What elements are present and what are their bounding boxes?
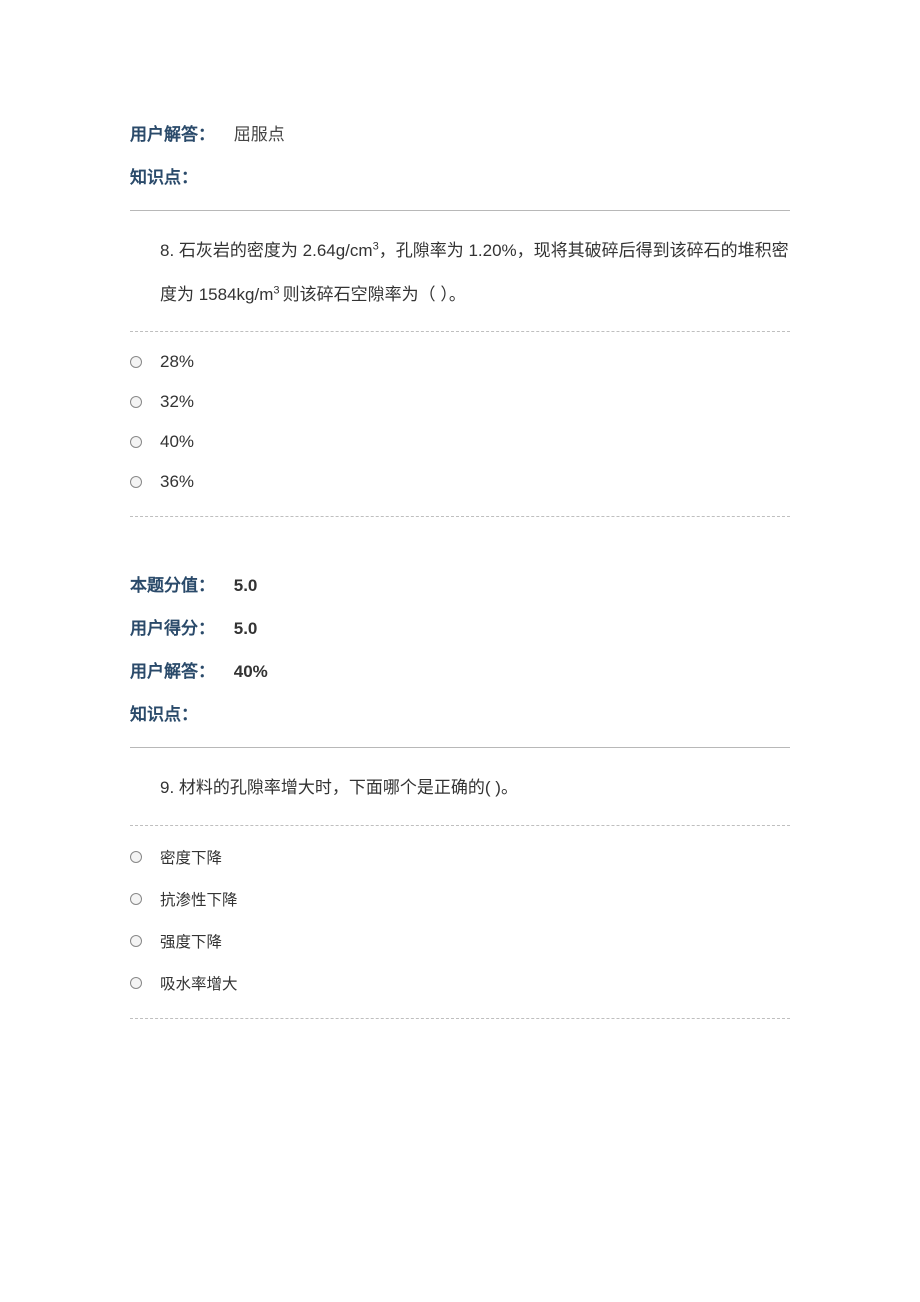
option-label: 32% <box>160 392 194 412</box>
radio-icon[interactable] <box>130 893 142 905</box>
user-answer-label: 用户解答： <box>130 125 215 144</box>
q8-stem-p3: 则该碎石空隙率为（ ）。 <box>283 285 466 304</box>
q8-knowledge-line: 知识点： <box>130 700 790 725</box>
option-label: 40% <box>160 432 194 452</box>
question-9-stem: 9. 材料的孔隙率增大时，下面哪个是正确的( )。 <box>160 766 790 810</box>
question-8-stem: 8. 石灰岩的密度为 2.64g/cm3，孔隙率为 1.20%，现将其破碎后得到… <box>160 229 790 317</box>
score-value: 5.0 <box>234 576 258 595</box>
score-label: 本题分值： <box>130 576 215 595</box>
radio-icon[interactable] <box>130 935 142 947</box>
option-row[interactable]: 40% <box>130 422 790 462</box>
q9-options: 密度下降 抗渗性下降 强度下降 吸水率增大 <box>130 836 790 1004</box>
q8-options: 28% 32% 40% 36% <box>130 342 790 502</box>
radio-icon[interactable] <box>130 356 142 368</box>
prev-knowledge-line: 知识点： <box>130 163 790 188</box>
option-row[interactable]: 吸水率增大 <box>130 962 790 1004</box>
q8-stem-p1: 石灰岩的密度为 2.64g/cm <box>179 241 373 260</box>
q8-meta: 本题分值： 5.0 用户得分： 5.0 用户解答： 40% 知识点： <box>130 571 790 725</box>
section-divider <box>130 747 790 748</box>
option-row[interactable]: 强度下降 <box>130 920 790 962</box>
user-answer-value: 屈服点 <box>234 125 285 144</box>
q8-userscore-line: 用户得分： 5.0 <box>130 614 790 639</box>
option-label: 28% <box>160 352 194 372</box>
question-8: 8. 石灰岩的密度为 2.64g/cm3，孔隙率为 1.20%，现将其破碎后得到… <box>130 229 790 725</box>
radio-icon[interactable] <box>130 851 142 863</box>
question-9: 9. 材料的孔隙率增大时，下面哪个是正确的( )。 密度下降 抗渗性下降 强度下… <box>130 766 790 1018</box>
option-label: 强度下降 <box>160 930 222 952</box>
options-divider-top <box>130 825 790 826</box>
q9-stem-text: 材料的孔隙率增大时，下面哪个是正确的( )。 <box>179 778 518 797</box>
radio-icon[interactable] <box>130 396 142 408</box>
q8-score-line: 本题分值： 5.0 <box>130 571 790 596</box>
options-divider-top <box>130 331 790 332</box>
radio-icon[interactable] <box>130 977 142 989</box>
options-divider-bottom <box>130 1018 790 1019</box>
q9-number: 9. <box>160 778 174 797</box>
option-label: 吸水率增大 <box>160 972 238 994</box>
option-row[interactable]: 36% <box>130 462 790 502</box>
option-label: 抗渗性下降 <box>160 888 238 910</box>
q8-number: 8. <box>160 241 174 260</box>
user-score-label: 用户得分： <box>130 619 215 638</box>
knowledge-label: 知识点： <box>130 168 198 187</box>
option-row[interactable]: 32% <box>130 382 790 422</box>
prev-user-answer-line: 用户解答： 屈服点 <box>130 120 790 145</box>
option-label: 密度下降 <box>160 846 222 868</box>
user-score-value: 5.0 <box>234 619 258 638</box>
q8-useranswer-line: 用户解答： 40% <box>130 657 790 682</box>
radio-icon[interactable] <box>130 436 142 448</box>
options-divider-bottom <box>130 516 790 517</box>
user-answer-label: 用户解答： <box>130 662 215 681</box>
user-answer-value: 40% <box>234 662 268 681</box>
q8-sup2: 3 <box>273 285 282 297</box>
option-label: 36% <box>160 472 194 492</box>
quiz-page: 用户解答： 屈服点 知识点： 8. 石灰岩的密度为 2.64g/cm3，孔隙率为… <box>0 0 920 1087</box>
radio-icon[interactable] <box>130 476 142 488</box>
section-divider <box>130 210 790 211</box>
option-row[interactable]: 密度下降 <box>130 836 790 878</box>
option-row[interactable]: 28% <box>130 342 790 382</box>
knowledge-label: 知识点： <box>130 705 198 724</box>
option-row[interactable]: 抗渗性下降 <box>130 878 790 920</box>
